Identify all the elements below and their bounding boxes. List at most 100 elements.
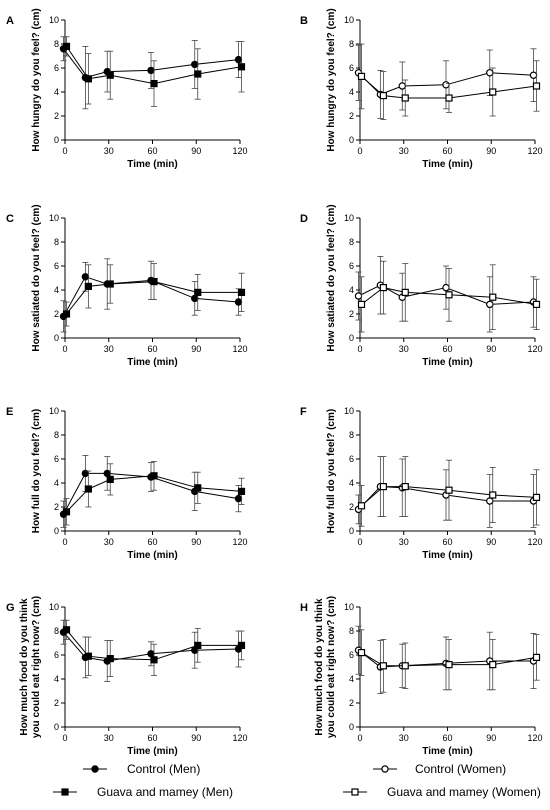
y-tick-label: 4 <box>349 478 354 488</box>
data-point <box>489 88 497 96</box>
series-line <box>358 486 534 510</box>
series-guava-mamey <box>62 619 246 677</box>
data-point <box>489 293 497 301</box>
series-guava-mamey <box>62 460 246 526</box>
data-point <box>237 487 246 495</box>
y-tick-label: 6 <box>54 261 59 271</box>
y-tick-label: 6 <box>54 63 59 73</box>
series-control <box>59 36 243 110</box>
series-line <box>63 631 239 662</box>
panel-d: D 0 2 4 6 8 10 0 30 60 90 120 Time (min) How satiated… <box>300 204 543 368</box>
series-line <box>66 46 242 85</box>
y-tick-label: 10 <box>49 15 59 25</box>
data-point <box>106 475 114 483</box>
x-tick-label: 60 <box>147 344 157 354</box>
x-tick-label: 0 <box>357 344 362 354</box>
x-tick-label: 30 <box>399 146 409 156</box>
x-tick-label: 60 <box>442 733 452 743</box>
data-point <box>194 70 202 78</box>
x-tick-label: 60 <box>147 537 157 547</box>
data-point <box>150 656 158 664</box>
data-point <box>62 42 71 51</box>
x-tick-label: 120 <box>232 146 247 156</box>
y-axis-title: How hungry do you feel? (cm) <box>326 8 337 151</box>
x-axis-title: Time (min) <box>127 357 177 368</box>
y-tick-label: 8 <box>54 39 59 49</box>
y-tick-label: 2 <box>54 502 59 512</box>
x-axis-title: Time (min) <box>422 550 472 561</box>
x-tick-label: 60 <box>442 344 452 354</box>
x-axis-title: Time (min) <box>127 159 177 170</box>
y-axis-title: you could eat right now? (cm) <box>31 596 42 738</box>
x-tick-label: 0 <box>357 733 362 743</box>
y-tick-label: 0 <box>349 526 354 536</box>
data-point <box>147 650 155 658</box>
panel-letter: B <box>300 15 308 27</box>
y-tick-label: 10 <box>49 602 59 612</box>
y-tick-label: 2 <box>54 111 59 121</box>
y-tick-label: 0 <box>54 333 59 343</box>
y-tick-label: 0 <box>349 333 354 343</box>
panel-c: C 0 2 4 6 8 10 0 30 60 90 120 Time (min) How satiated… <box>6 204 248 368</box>
series-guava-mamey <box>357 260 541 333</box>
data-point <box>379 483 387 491</box>
data-point <box>191 60 199 69</box>
y-axis-title: you could eat right now? (cm) <box>326 596 337 738</box>
panel-letter: E <box>6 406 13 418</box>
data-point <box>237 288 246 296</box>
data-point <box>381 765 389 773</box>
x-tick-label: 0 <box>62 344 67 354</box>
y-tick-label: 10 <box>344 406 354 416</box>
x-tick-label: 90 <box>486 344 496 354</box>
data-point <box>106 654 114 663</box>
data-point <box>234 494 243 503</box>
data-point <box>486 497 494 505</box>
panel-h: H 0 2 4 6 8 10 0 30 60 90 120 Time (min) How much foo… <box>300 596 543 757</box>
x-tick-label: 120 <box>527 146 542 156</box>
x-tick-label: 30 <box>104 537 114 547</box>
x-tick-label: 120 <box>527 733 542 743</box>
x-tick-label: 120 <box>232 344 247 354</box>
data-point <box>529 71 538 79</box>
data-point <box>401 483 409 491</box>
y-axis-title: How much food do you think <box>314 598 325 736</box>
x-tick-label: 120 <box>232 733 247 743</box>
y-tick-label: 6 <box>54 650 59 660</box>
series-control <box>354 625 538 694</box>
x-tick-label: 90 <box>191 146 201 156</box>
y-tick-label: 8 <box>54 430 59 440</box>
x-tick-label: 90 <box>486 146 496 156</box>
series-guava-mamey <box>357 43 541 120</box>
series-control <box>59 258 243 333</box>
data-point <box>84 485 92 493</box>
y-tick-label: 8 <box>349 39 354 49</box>
panel-f: F 0 2 4 6 8 10 0 30 60 90 120 Time (min) How full do … <box>300 406 543 561</box>
y-tick-label: 10 <box>344 213 354 223</box>
y-axis-title: How satiated do you feel? (cm) <box>31 204 42 351</box>
data-point <box>445 486 453 494</box>
y-tick-label: 8 <box>349 430 354 440</box>
y-tick-label: 4 <box>54 285 59 295</box>
data-point <box>379 662 387 670</box>
data-point <box>234 298 243 306</box>
data-point <box>84 652 92 660</box>
legend: Control (Men) Control (Women) Guava and ma… <box>53 762 541 799</box>
y-axis-title: How much food do you think <box>19 598 30 736</box>
panel-b: B 0 2 4 6 8 10 0 30 60 90 120 Time (min) How hungry d… <box>300 8 543 170</box>
data-point <box>150 472 158 480</box>
data-point <box>401 288 409 296</box>
x-tick-label: 60 <box>147 146 157 156</box>
data-point <box>445 291 453 299</box>
series-control <box>59 619 243 682</box>
panel-g: G 0 2 4 6 8 10 0 30 60 90 120 Time (min) How much foo… <box>6 596 248 757</box>
data-point <box>62 508 71 516</box>
y-tick-label: 6 <box>349 650 354 660</box>
y-tick-label: 10 <box>49 406 59 416</box>
legend-label: Control (Women) <box>415 762 506 776</box>
y-tick-label: 0 <box>54 135 59 145</box>
data-point <box>532 300 541 308</box>
y-tick-label: 4 <box>54 478 59 488</box>
x-tick-label: 0 <box>357 537 362 547</box>
panel-letter: G <box>6 602 15 614</box>
